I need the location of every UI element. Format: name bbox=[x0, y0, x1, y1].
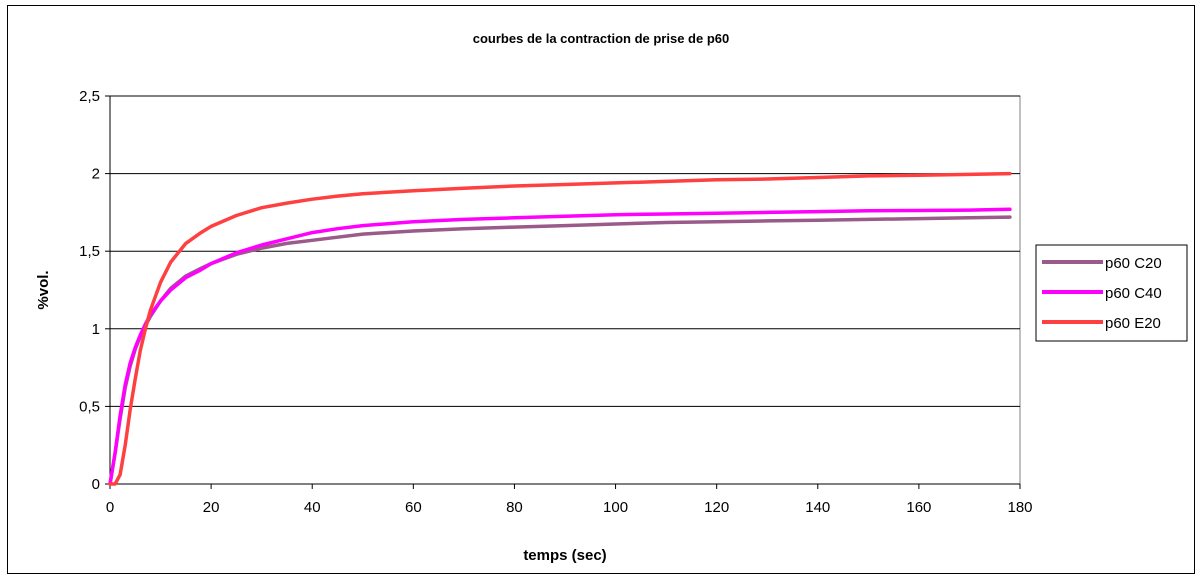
x-tick-label-2: 40 bbox=[304, 499, 321, 516]
x-tick-label-7: 140 bbox=[805, 499, 830, 516]
x-tick-label-0: 0 bbox=[106, 499, 114, 516]
x-tick-label-6: 120 bbox=[704, 499, 729, 516]
y-axis-title: %vol. bbox=[35, 270, 52, 309]
y-tick-label-1: 0,5 bbox=[79, 398, 100, 415]
x-tick-label-4: 80 bbox=[506, 499, 523, 516]
x-tick-label-9: 180 bbox=[1007, 499, 1032, 516]
chart-title: courbes de la contraction de prise de p6… bbox=[473, 31, 729, 46]
y-tick-label-4: 2 bbox=[92, 166, 100, 183]
x-tick-label-5: 100 bbox=[603, 499, 628, 516]
series-line-1 bbox=[108, 207, 1012, 486]
x-tick-label-1: 20 bbox=[203, 499, 220, 516]
series-line-2 bbox=[108, 171, 1012, 486]
y-tick-label-0: 0 bbox=[92, 476, 100, 493]
x-axis-title: temps (sec) bbox=[523, 547, 606, 564]
legend-label-2: p60 E20 bbox=[1105, 315, 1161, 332]
plot-area bbox=[109, 95, 1021, 485]
y-tick-label-5: 2,5 bbox=[79, 88, 100, 105]
legend-label-0: p60 C20 bbox=[1105, 255, 1162, 272]
y-tick-label-3: 1,5 bbox=[79, 243, 100, 260]
x-tick-label-3: 60 bbox=[405, 499, 422, 516]
y-tick-label-2: 1 bbox=[92, 321, 100, 338]
legend-label-1: p60 C40 bbox=[1105, 285, 1162, 302]
x-tick-label-8: 160 bbox=[906, 499, 931, 516]
